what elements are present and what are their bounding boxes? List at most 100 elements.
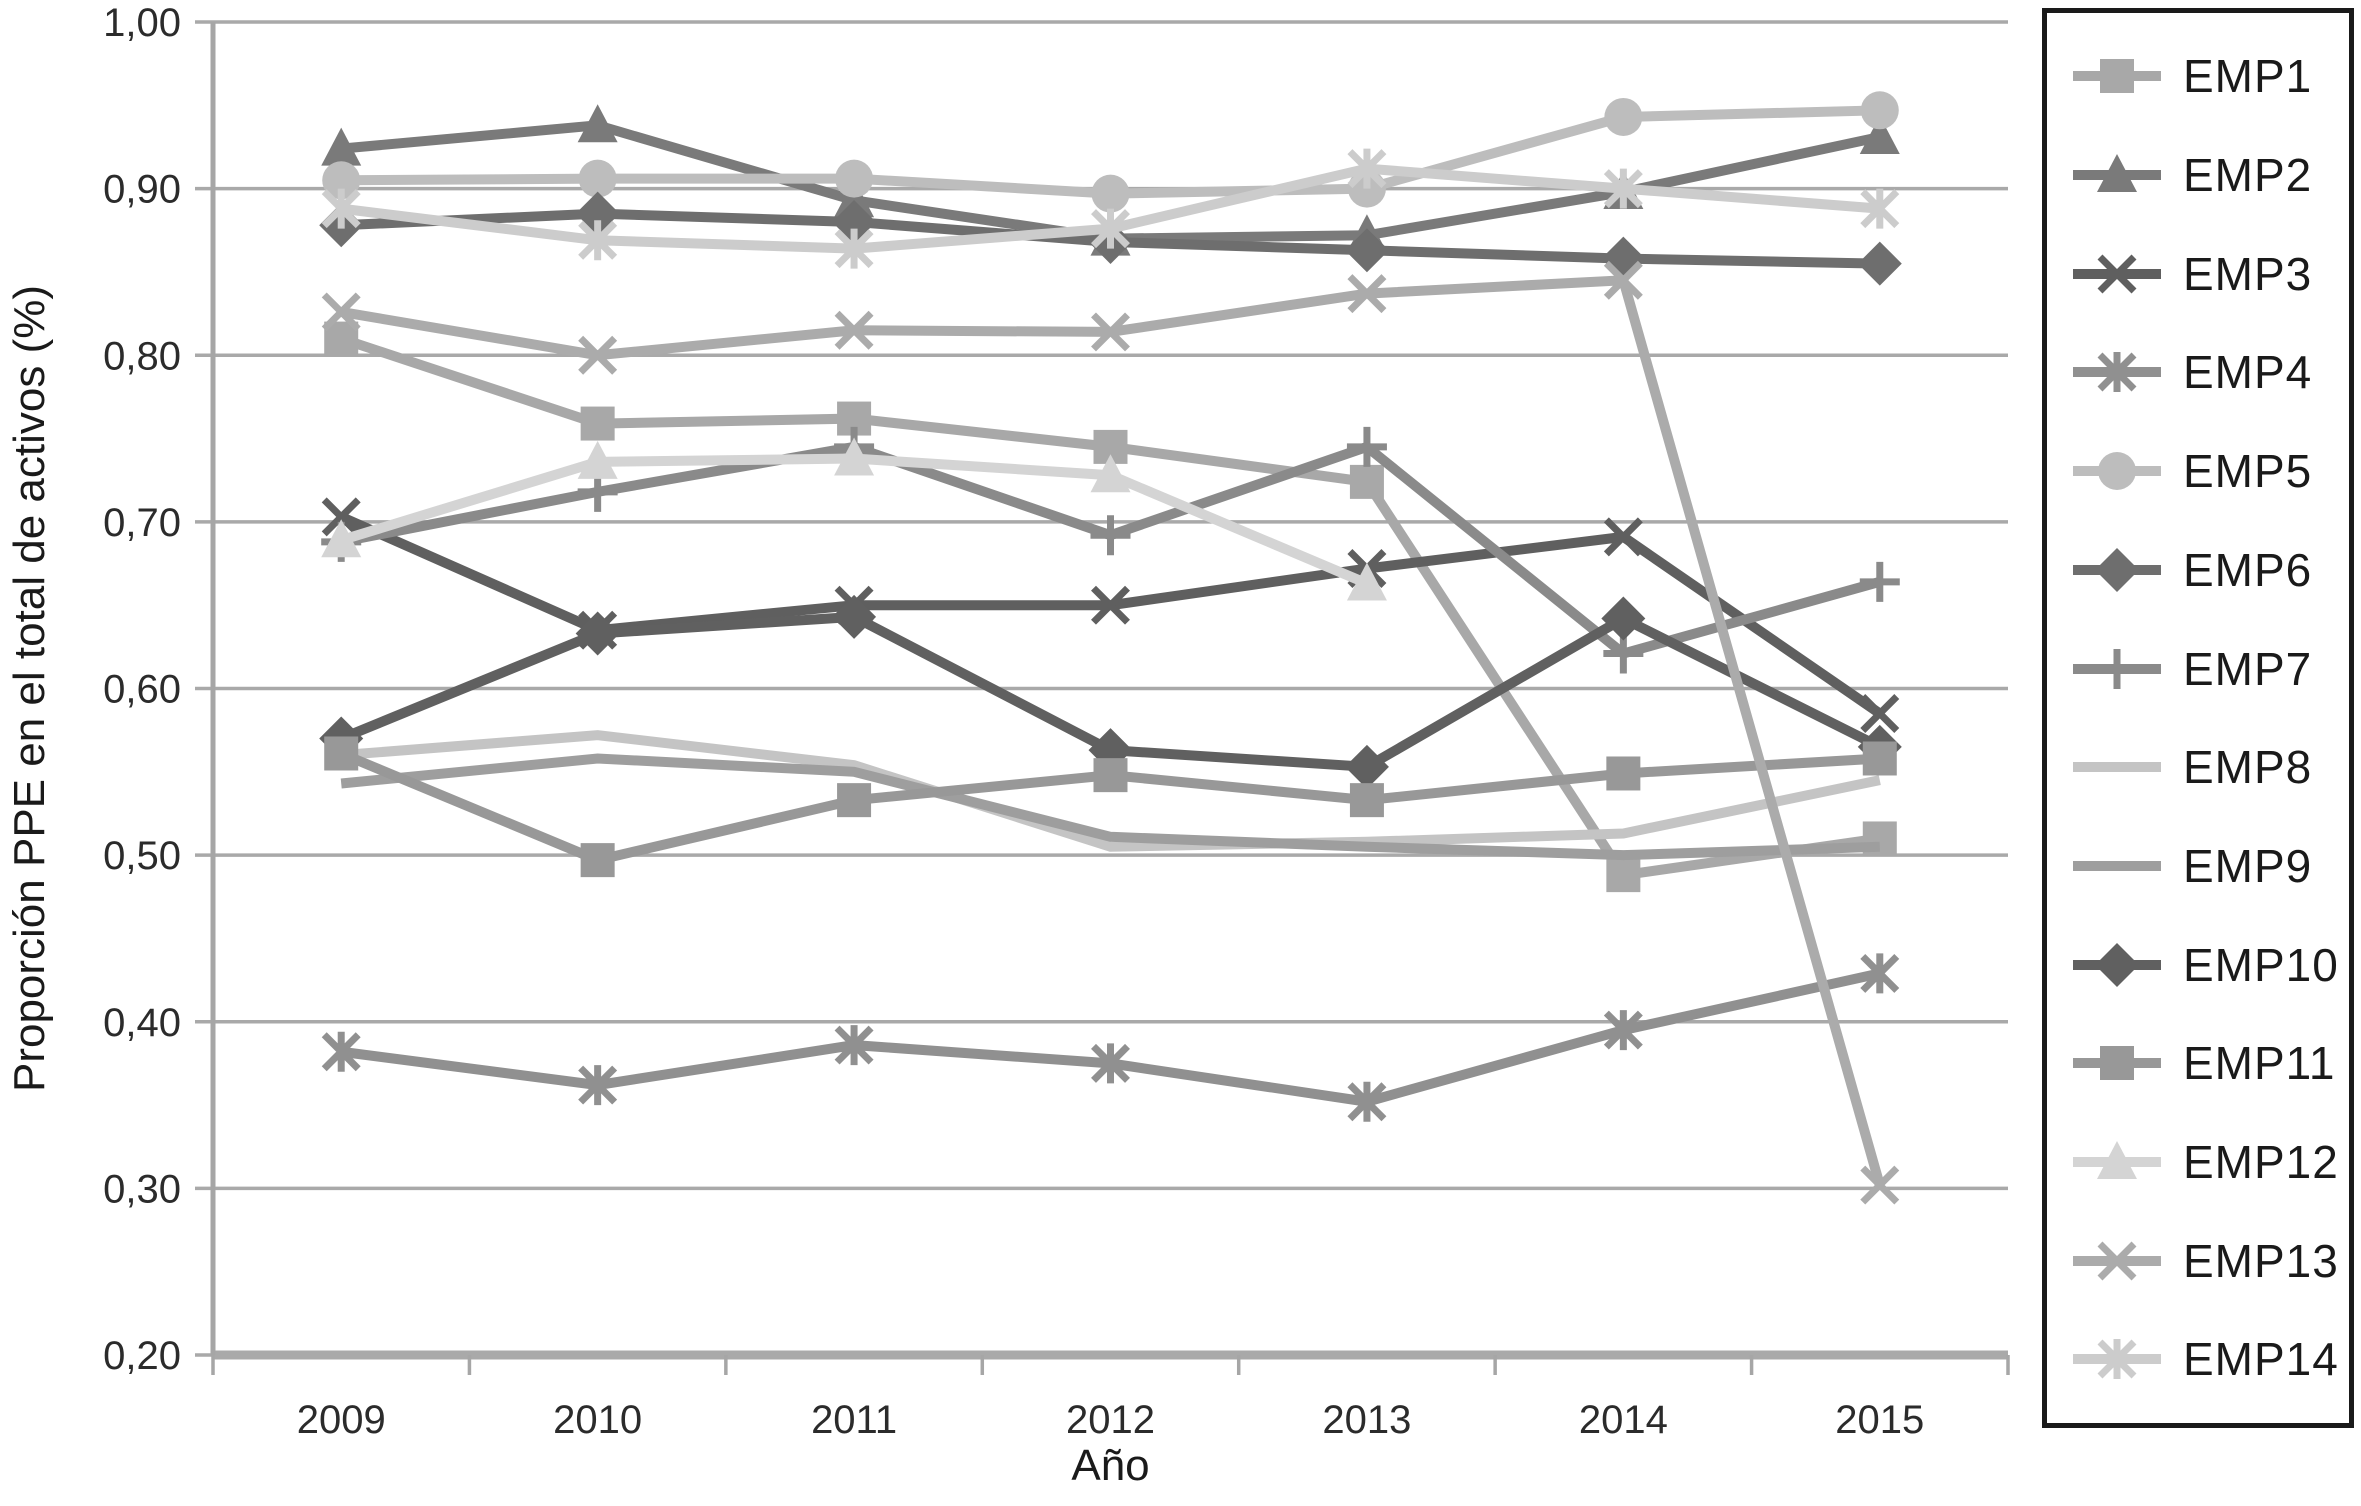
asterisk-marker xyxy=(321,1031,361,1072)
x-marker xyxy=(2097,1241,2137,1281)
series-emp4 xyxy=(321,953,1900,1122)
legend-label: EMP9 xyxy=(2183,839,2313,892)
x-tick-label: 2015 xyxy=(1835,1398,1924,1442)
legend-label: EMP11 xyxy=(2183,1037,2336,1090)
x-tick-label: 2013 xyxy=(1322,1398,1411,1442)
x-marker xyxy=(1603,260,1643,300)
legend-label: EMP5 xyxy=(2183,445,2313,498)
legend-label: EMP7 xyxy=(2183,642,2313,695)
x-tick-label: 2011 xyxy=(811,1398,897,1442)
legend-swatch xyxy=(2073,154,2161,193)
diamond-marker xyxy=(1344,228,1389,273)
asterisk-marker xyxy=(1347,1081,1387,1122)
square-marker xyxy=(1606,756,1641,791)
legend-item-emp2: EMP2 xyxy=(2047,147,2349,203)
circle-marker xyxy=(835,159,874,198)
asterisk-marker xyxy=(834,1025,874,1066)
diamond-marker xyxy=(832,594,877,639)
circle-marker xyxy=(1091,174,1130,213)
legend-label: EMP13 xyxy=(2183,1234,2339,1287)
diamond-marker xyxy=(2095,547,2139,592)
triangle-marker xyxy=(577,104,618,143)
circle-marker xyxy=(2098,452,2136,491)
series-emp13 xyxy=(321,260,1900,1205)
asterisk-marker xyxy=(1091,1043,1130,1084)
x-tick-label: 2012 xyxy=(1066,1398,1155,1442)
square-marker xyxy=(1606,858,1641,893)
legend-item-emp9: EMP9 xyxy=(2047,838,2349,894)
square-marker xyxy=(2100,59,2134,94)
legend-item-emp11: EMP11 xyxy=(2047,1035,2349,1091)
legend-item-emp1: EMP1 xyxy=(2047,48,2349,104)
legend-item-emp6: EMP6 xyxy=(2047,542,2349,598)
asterisk-marker xyxy=(1603,1010,1643,1051)
legend-swatch xyxy=(2073,1339,2161,1380)
asterisk-marker xyxy=(834,228,874,269)
legend-swatch xyxy=(2073,860,2161,871)
legend-swatch xyxy=(2073,1241,2161,1281)
legend-label: EMP1 xyxy=(2183,50,2313,103)
x-axis-title: Año xyxy=(1071,1441,1149,1490)
y-tick-label: 1,00 xyxy=(103,1,181,45)
legend-item-emp7: EMP7 xyxy=(2047,641,2349,697)
legend-label: EMP3 xyxy=(2183,247,2313,300)
legend-item-emp3: EMP3 xyxy=(2047,246,2349,302)
series-emp9 xyxy=(340,753,1880,861)
asterisk-marker xyxy=(578,220,618,261)
square-marker xyxy=(1349,783,1384,818)
x-marker xyxy=(1091,312,1130,352)
triangle-marker xyxy=(1859,115,1900,154)
asterisk-marker xyxy=(321,188,361,229)
diamond-marker xyxy=(575,611,620,656)
asterisk-marker xyxy=(1860,953,1900,994)
legend-item-emp4: EMP4 xyxy=(2047,344,2349,400)
triangle-marker xyxy=(1090,454,1131,493)
triangle-marker xyxy=(834,179,875,218)
diamond-marker xyxy=(2095,942,2139,987)
x-tick-label: 2014 xyxy=(1579,1398,1668,1442)
legend-item-emp8: EMP8 xyxy=(2047,739,2349,795)
x-tick-label: 2009 xyxy=(297,1398,386,1442)
triangle-marker xyxy=(834,437,875,476)
x-marker xyxy=(1860,1165,1900,1205)
asterisk-marker xyxy=(578,1065,618,1106)
legend-swatch xyxy=(2073,352,2161,393)
x-marker xyxy=(1091,585,1130,625)
square-marker xyxy=(2100,1046,2134,1081)
diamond-marker xyxy=(1601,596,1646,641)
legend-label: EMP6 xyxy=(2183,543,2313,596)
legend-item-emp13: EMP13 xyxy=(2047,1233,2349,1289)
x-marker xyxy=(1347,274,1387,314)
legend-swatch xyxy=(2073,1141,2161,1180)
legend-swatch xyxy=(2073,942,2161,987)
circle-marker xyxy=(1860,91,1899,130)
triangle-marker xyxy=(1346,562,1387,601)
series-line xyxy=(340,753,1880,861)
legend-swatch xyxy=(2073,59,2161,94)
asterisk-marker xyxy=(1860,188,1900,229)
y-tick-label: 0,30 xyxy=(103,1167,181,1211)
legend-swatch xyxy=(2073,452,2161,491)
triangle-marker xyxy=(577,440,618,479)
circle-marker xyxy=(1604,97,1643,136)
legend-item-emp5: EMP5 xyxy=(2047,443,2349,499)
series-emp8 xyxy=(340,730,1881,852)
square-marker xyxy=(580,843,615,878)
asterisk-marker xyxy=(1347,148,1387,189)
circle-marker xyxy=(322,161,361,200)
square-marker xyxy=(324,736,359,771)
triangle-marker xyxy=(2097,154,2137,193)
y-axis-title: Proporción PPE en el total de activos (%… xyxy=(5,285,54,1092)
series-line xyxy=(340,730,1881,852)
x-marker xyxy=(321,497,361,537)
series-emp5 xyxy=(322,91,1899,213)
asterisk-marker xyxy=(2097,1339,2137,1380)
legend-item-emp14: EMP14 xyxy=(2047,1331,2349,1387)
x-marker xyxy=(578,335,618,375)
square-marker xyxy=(1093,758,1128,793)
y-tick-label: 0,20 xyxy=(103,1334,181,1378)
x-marker xyxy=(2097,254,2137,294)
plus-marker xyxy=(1859,561,1900,602)
